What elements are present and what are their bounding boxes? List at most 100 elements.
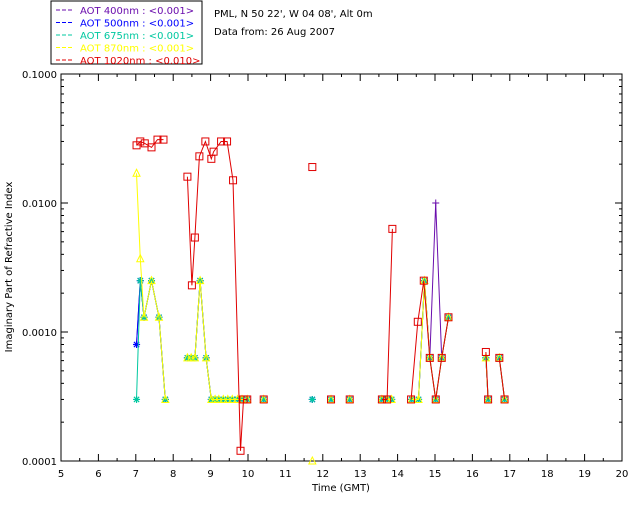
data-point [190,233,199,242]
series-line [186,140,248,451]
data-point [159,135,168,144]
data-point [147,143,156,152]
data-point [345,395,354,404]
x-tick-label: 16 [466,469,479,480]
data-point [346,395,354,403]
data-point [431,394,441,403]
data-point [187,281,196,290]
data-point [407,395,416,404]
data-point [431,395,440,404]
x-tick-label: 12 [316,469,329,480]
data-point [495,354,503,362]
data-point [140,139,149,148]
x-tick-label: 17 [503,469,516,480]
x-axis-label: Time (GMT) [311,483,370,494]
data-point [377,395,386,404]
series-line [381,228,393,400]
x-tick-label: 15 [429,469,442,480]
data-point [308,163,317,172]
data-point [345,394,355,403]
data-point [190,352,200,362]
x-tick-label: 9 [207,469,213,480]
date-info: Data from: 26 Aug 2007 [214,27,335,38]
data-point [229,176,238,185]
data-point [308,395,316,403]
data-point [201,352,211,362]
x-tick-label: 19 [578,469,591,480]
data-point [132,168,141,177]
data-point [413,317,422,326]
series-line [136,173,166,400]
x-tick-label: 20 [616,469,629,480]
y-tick-label: 0.1000 [22,70,57,81]
series-line [498,357,506,400]
x-tick-label: 10 [242,469,255,480]
data-point [195,152,204,161]
data-point [432,199,440,207]
x-tick-label: 6 [95,469,101,480]
data-point [425,353,434,362]
x-tick-label: 5 [58,469,64,480]
legend-entry: AOT 675nm : <0.001> [80,31,194,42]
series-line [485,351,489,400]
series-2 [133,277,509,403]
series-4 [132,135,509,455]
series-line [410,280,449,400]
series-1 [133,277,509,403]
data-point [236,446,245,455]
site-info: PML, N 50 22', W 04 08', Alt 0m [214,9,373,20]
data-point [419,276,428,285]
data-point [444,313,453,322]
data-point [414,394,423,403]
data-point [378,395,386,403]
data-point [500,394,509,403]
data-point [327,395,336,404]
x-tick-label: 7 [133,469,139,480]
data-point [154,312,164,321]
plot-area [60,73,623,462]
data-point [387,394,396,403]
legend-entry: AOT 870nm : <0.001> [80,44,194,55]
legend-box [50,0,203,65]
data-point [195,275,205,285]
data-point [260,395,268,403]
y-tick-label: 0.0010 [22,328,57,339]
x-tick-label: 18 [541,469,554,480]
data-point [183,172,192,181]
data-point [147,275,156,285]
data-point [326,394,336,403]
data-point [133,341,141,349]
data-point [500,395,509,404]
legend: AOT 400nm : <0.001>AOT 500nm : <0.001>AO… [56,6,200,67]
legend-entry: AOT 500nm : <0.001> [80,19,194,30]
data-point [153,135,162,144]
y-axis: 0.0001 0.0010 0.0100 0.1000 [22,70,622,468]
data-point [136,137,145,146]
data-point [388,224,397,233]
x-tick-label: 8 [170,469,176,480]
data-point [209,147,218,156]
data-point [243,395,252,404]
data-point [495,353,504,362]
x-tick-label: 14 [391,469,404,480]
data-point [308,455,317,465]
data-point [219,394,228,403]
data-point [161,394,170,403]
data-point [214,394,224,403]
data-point [133,395,141,403]
x-tick-label: 11 [279,469,292,480]
data-point [227,394,237,403]
data-point [259,395,268,404]
data-point [217,137,226,146]
y-tick-label: 0.0100 [22,199,57,210]
data-point [139,312,149,321]
data-point [484,395,493,404]
data-point [327,395,335,403]
data-point [437,353,446,362]
data-point [223,394,233,403]
legend-entry: AOT 400nm : <0.001> [80,6,194,17]
y-tick-label: 0.0001 [22,457,57,468]
data-point [483,394,493,403]
x-axis: 5 6 7 8 9 10 11 12 13 14 15 16 17 18 19 20 [58,74,629,480]
